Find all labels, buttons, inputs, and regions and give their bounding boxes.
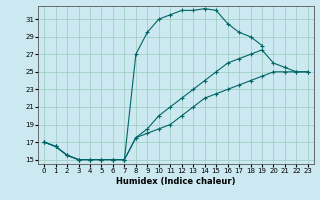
X-axis label: Humidex (Indice chaleur): Humidex (Indice chaleur) bbox=[116, 177, 236, 186]
